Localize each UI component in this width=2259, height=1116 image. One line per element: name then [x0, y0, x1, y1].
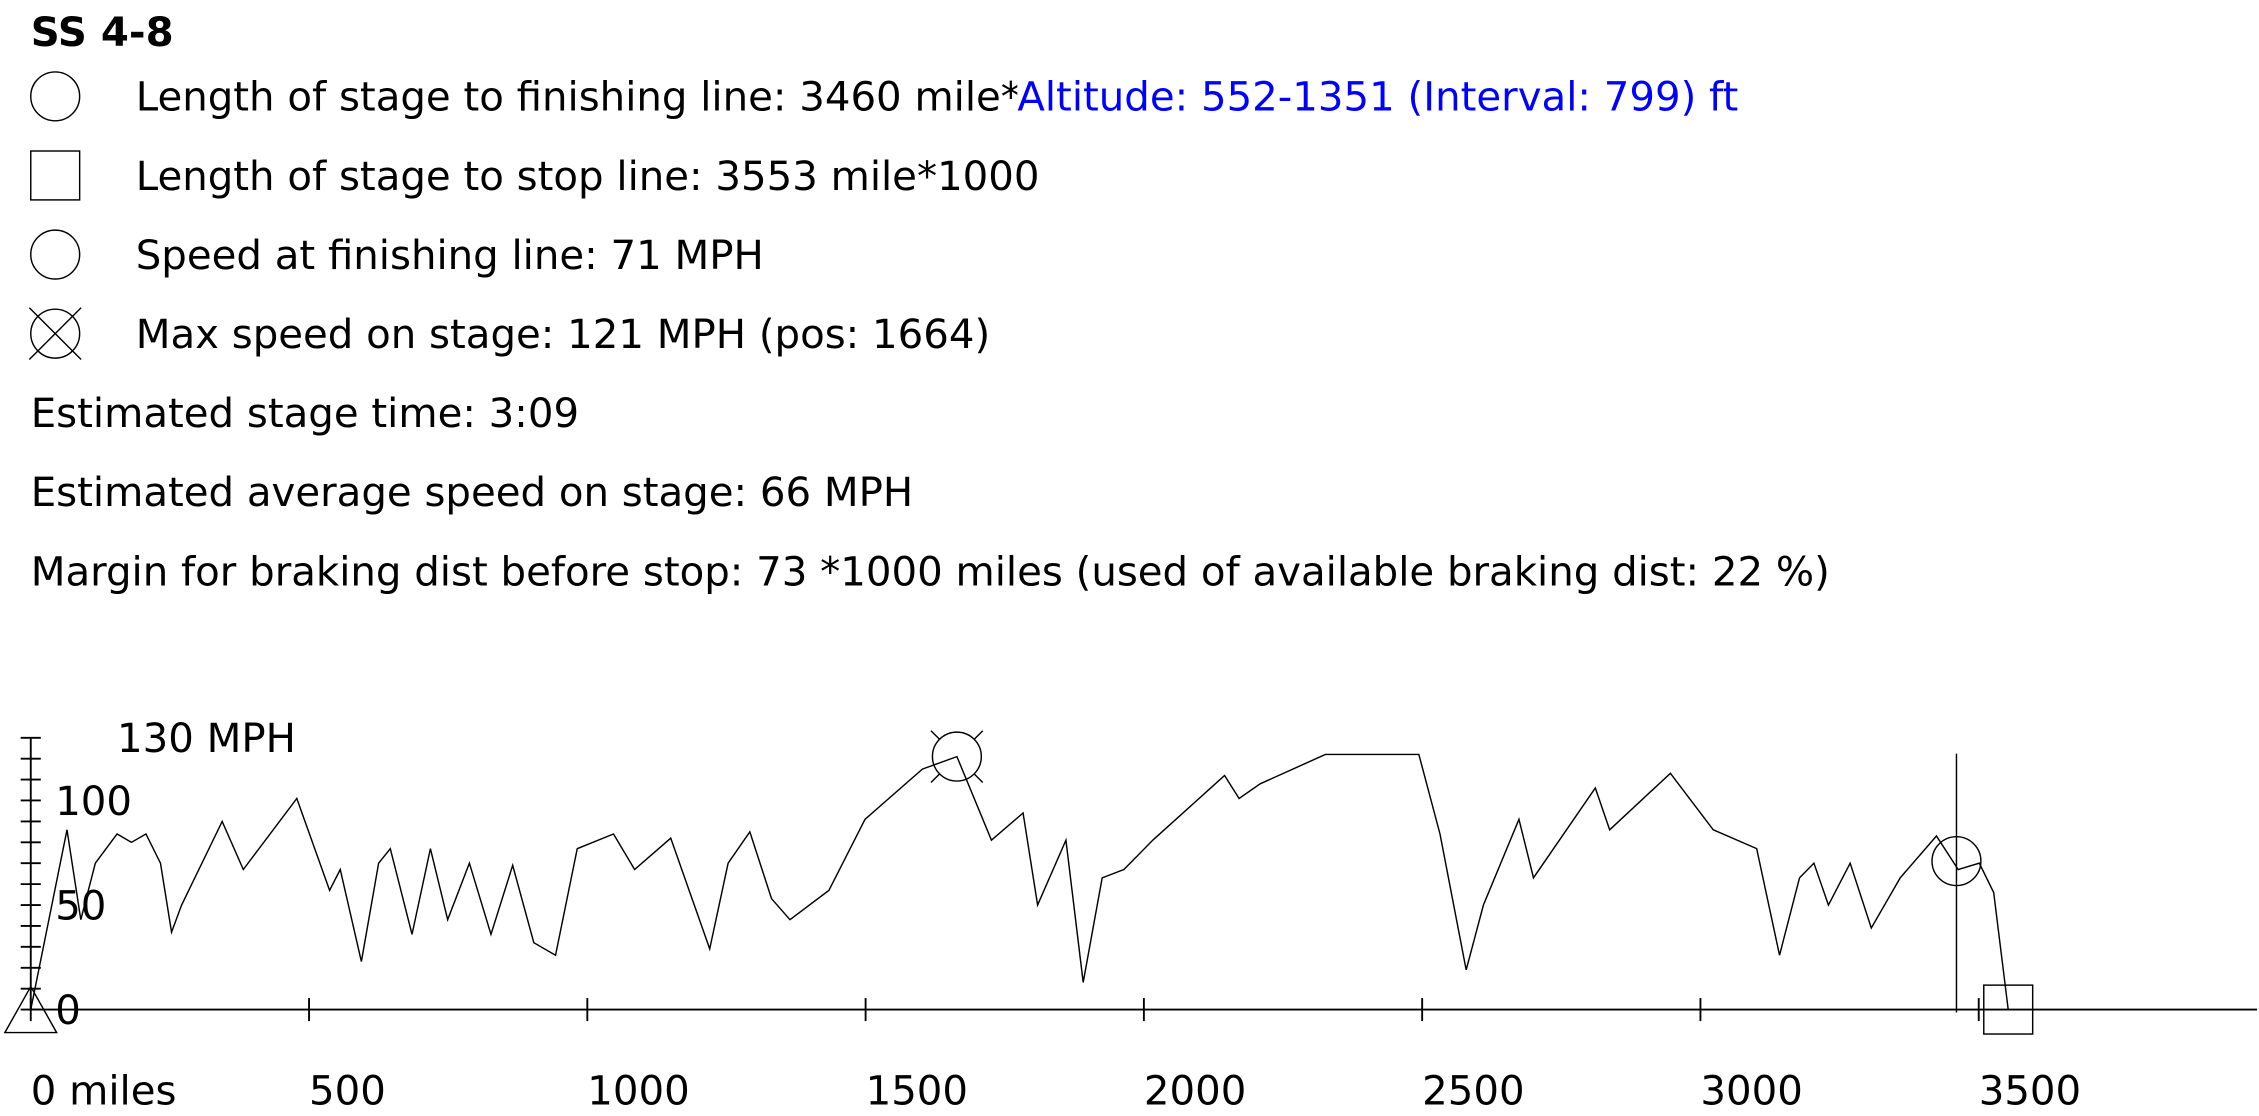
info-row: Max speed on stage: 121 MPH (pos: 1664): [136, 312, 990, 358]
x-tick-label: 0 miles: [31, 1068, 177, 1114]
stop-marker: [1983, 984, 2034, 1035]
x-tick-label: 1000: [587, 1068, 689, 1114]
info-row: Estimated average speed on stage: 66 MPH: [31, 470, 913, 516]
start-marker: [3, 985, 58, 1034]
altitude-text: Altitude: 552-1351 (Interval: 799) ft: [1017, 75, 1738, 121]
info-row: Estimated stage time: 3:09: [31, 391, 579, 437]
y-tick-label: 50: [55, 883, 106, 929]
finish-speed-icon: [30, 229, 81, 280]
stage-title: SS 4-8: [31, 10, 174, 56]
y-tick-label: 130 MPH: [117, 716, 296, 762]
x-tick-label: 3500: [1979, 1068, 2081, 1114]
info-row: Speed at finishing line: 71 MPH: [136, 233, 764, 279]
max-marker: [931, 731, 983, 782]
x-tick-label: 3000: [1700, 1068, 1802, 1114]
info-row: Length of stage to stop line: 3553 mile*…: [136, 154, 1040, 200]
finish-marker: [1931, 835, 1982, 887]
x-tick-label: 500: [309, 1068, 386, 1114]
max-speed-icon: [28, 307, 82, 361]
altitude-backdrop: [1017, 64, 2255, 126]
max-marker-cross: [930, 730, 984, 783]
info-row: Length of stage to finishing line: 3460 …: [136, 75, 1124, 121]
speed-chart: 0 miles 500 1000 1500 2000 2500 3000 3500 0 50 100…: [3, 716, 2258, 1114]
y-tick-label: 0: [55, 988, 81, 1034]
speed-line: [30, 753, 2009, 1010]
x-tick-label: 2000: [1144, 1068, 1246, 1114]
y-tick-label: 100: [55, 779, 132, 825]
finish-icon: [30, 71, 81, 122]
x-tick-label: 2500: [1422, 1068, 1524, 1114]
info-row: Margin for braking dist before stop: 73 …: [31, 549, 1830, 595]
stop-icon: [30, 150, 81, 201]
x-tick-label: 1500: [866, 1068, 968, 1114]
